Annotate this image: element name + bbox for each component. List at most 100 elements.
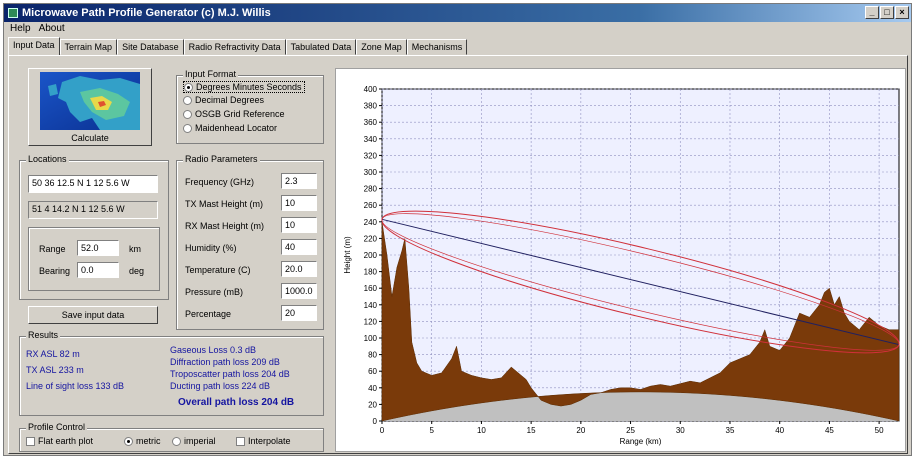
tab-zone-map[interactable]: Zone Map — [356, 39, 407, 55]
radio-dms[interactable]: Degrees Minutes Seconds — [183, 81, 305, 93]
range-unit: km — [129, 244, 141, 254]
troposcatter-loss: Troposcatter path loss 204 dB — [170, 369, 290, 379]
radio-dot-icon — [183, 123, 192, 133]
y-axis-label: Height (m) — [343, 236, 352, 274]
tx-mast-field[interactable]: 10 — [281, 195, 317, 211]
app-icon — [8, 8, 18, 18]
percentage-label: Percentage — [185, 309, 232, 319]
x-tick-label: 0 — [380, 426, 385, 435]
input-format-title: Input Format — [183, 69, 239, 79]
calculate-label: Calculate — [71, 133, 109, 143]
range-bearing-box: Range 52.0 km Bearing 0.0 deg — [28, 227, 160, 291]
interpolate-checkbox[interactable]: Interpolate — [236, 436, 291, 446]
y-tick-label: 320 — [364, 151, 378, 160]
diffraction-loss: Diffraction path loss 209 dB — [170, 357, 280, 367]
close-button[interactable]: × — [895, 6, 909, 19]
locations-title: Locations — [26, 154, 69, 164]
bearing-label: Bearing — [39, 266, 71, 276]
title-bar: Microwave Path Profile Generator (c) M.J… — [4, 4, 911, 22]
radio-metric[interactable]: metric — [124, 436, 161, 446]
y-tick-label: 400 — [364, 85, 378, 94]
humidity-label: Humidity (%) — [185, 243, 237, 253]
tab-radio-refractivity[interactable]: Radio Refractivity Data — [183, 39, 286, 55]
y-tick-label: 40 — [368, 384, 377, 393]
temperature-field[interactable]: 20.0 — [281, 261, 317, 277]
europe-map-icon — [40, 72, 140, 130]
location1-field[interactable]: 50 36 12.5 N 1 12 5.6 W — [28, 175, 158, 193]
app-window: Microwave Path Profile Generator (c) M.J… — [3, 3, 912, 456]
humidity-field[interactable]: 40 — [281, 239, 317, 255]
x-tick-label: 10 — [477, 426, 486, 435]
frequency-label: Frequency (GHz) — [185, 177, 255, 187]
flat-earth-checkbox[interactable]: Flat earth plot — [26, 436, 93, 446]
tx-asl: TX ASL 233 m — [26, 365, 84, 375]
tab-tabulated-data[interactable]: Tabulated Data — [285, 39, 357, 55]
window-title: Microwave Path Profile Generator (c) M.J… — [22, 7, 271, 19]
calculate-button[interactable]: Calculate — [28, 68, 152, 146]
radio-dot-icon — [184, 82, 193, 92]
x-tick-label: 15 — [527, 426, 536, 435]
y-tick-label: 240 — [364, 218, 378, 227]
percentage-field[interactable]: 20 — [281, 305, 317, 321]
x-tick-label: 40 — [775, 426, 784, 435]
ducting-loss: Ducting path loss 224 dB — [170, 381, 271, 391]
radio-osgb[interactable]: OSGB Grid Reference — [183, 109, 285, 119]
save-input-button[interactable]: Save input data — [28, 306, 158, 324]
y-tick-label: 60 — [368, 367, 377, 376]
location2-field[interactable]: 51 4 14.2 N 1 12 5.6 W — [28, 201, 158, 219]
line-of-sight — [381, 218, 900, 346]
tab-strip: Input Data Terrain Map Site Database Rad… — [8, 37, 468, 55]
y-tick-label: 380 — [364, 102, 378, 111]
imperial-label: imperial — [184, 436, 216, 446]
x-tick-label: 45 — [825, 426, 834, 435]
radio-decimal[interactable]: Decimal Degrees — [183, 95, 264, 105]
bearing-unit: deg — [129, 266, 145, 276]
menu-help[interactable]: Help — [10, 23, 31, 34]
path-profile-chart: 0204060801001201401601802002202402602803… — [343, 85, 900, 446]
radio-osgb-label: OSGB Grid Reference — [195, 109, 285, 119]
rx-mast-field[interactable]: 10 — [281, 217, 317, 233]
results-title: Results — [26, 330, 61, 340]
results-group: Results RX ASL 82 m TX ASL 233 m Line of… — [19, 330, 324, 416]
y-tick-label: 180 — [364, 268, 378, 277]
radio-maidenhead[interactable]: Maidenhead Locator — [183, 123, 277, 133]
y-tick-label: 20 — [368, 400, 377, 409]
path-profile-plot: 0 20 40 60 80 100 120 140 160 180 200 220 240 260 280 3… — [335, 68, 906, 452]
minimize-button[interactable]: _ — [865, 6, 879, 19]
tab-input-data[interactable]: Input Data — [8, 37, 60, 55]
interpolate-label: Interpolate — [248, 436, 291, 446]
y-tick-label: 200 — [364, 251, 378, 260]
tab-mechanisms[interactable]: Mechanisms — [406, 39, 468, 55]
x-tick-label: 25 — [626, 426, 635, 435]
y-tick-label: 340 — [364, 135, 378, 144]
rx-mast-label: RX Mast Height (m) — [185, 221, 265, 231]
maximize-button[interactable]: □ — [880, 6, 894, 19]
input-format-group: Input Format Degrees Minutes Seconds Dec… — [176, 69, 324, 144]
los-loss: Line of sight loss 133 dB — [26, 381, 125, 391]
checkbox-icon — [236, 436, 245, 446]
y-tick-label: 140 — [364, 301, 378, 310]
frequency-field[interactable]: 2.3 — [281, 173, 317, 189]
bearing-field[interactable]: 0.0 — [77, 262, 119, 278]
menu-bar: Help About — [4, 23, 65, 37]
x-tick-label: 5 — [429, 426, 434, 435]
metric-label: metric — [136, 436, 161, 446]
radio-dot-icon — [124, 436, 133, 446]
y-tick-label: 300 — [364, 168, 378, 177]
x-tick-label: 20 — [576, 426, 585, 435]
tab-site-database[interactable]: Site Database — [117, 39, 184, 55]
y-tick-label: 80 — [368, 351, 377, 360]
tx-mast-label: TX Mast Height (m) — [185, 199, 264, 209]
tab-terrain-map[interactable]: Terrain Map — [59, 39, 118, 55]
checkbox-icon — [26, 436, 35, 446]
radio-imperial[interactable]: imperial — [172, 436, 216, 446]
menu-about[interactable]: About — [38, 23, 65, 34]
locations-group: Locations 50 36 12.5 N 1 12 5.6 W 51 4 1… — [19, 154, 169, 300]
pressure-field[interactable]: 1000.0 — [281, 283, 317, 299]
y-tick-label: 360 — [364, 118, 378, 127]
y-tick-label: 120 — [364, 317, 378, 326]
x-tick-label: 50 — [875, 426, 884, 435]
radio-dms-label: Degrees Minutes Seconds — [196, 82, 302, 92]
profile-control-group: Profile Control Flat earth plot metric i… — [19, 422, 324, 452]
range-field[interactable]: 52.0 — [77, 240, 119, 256]
